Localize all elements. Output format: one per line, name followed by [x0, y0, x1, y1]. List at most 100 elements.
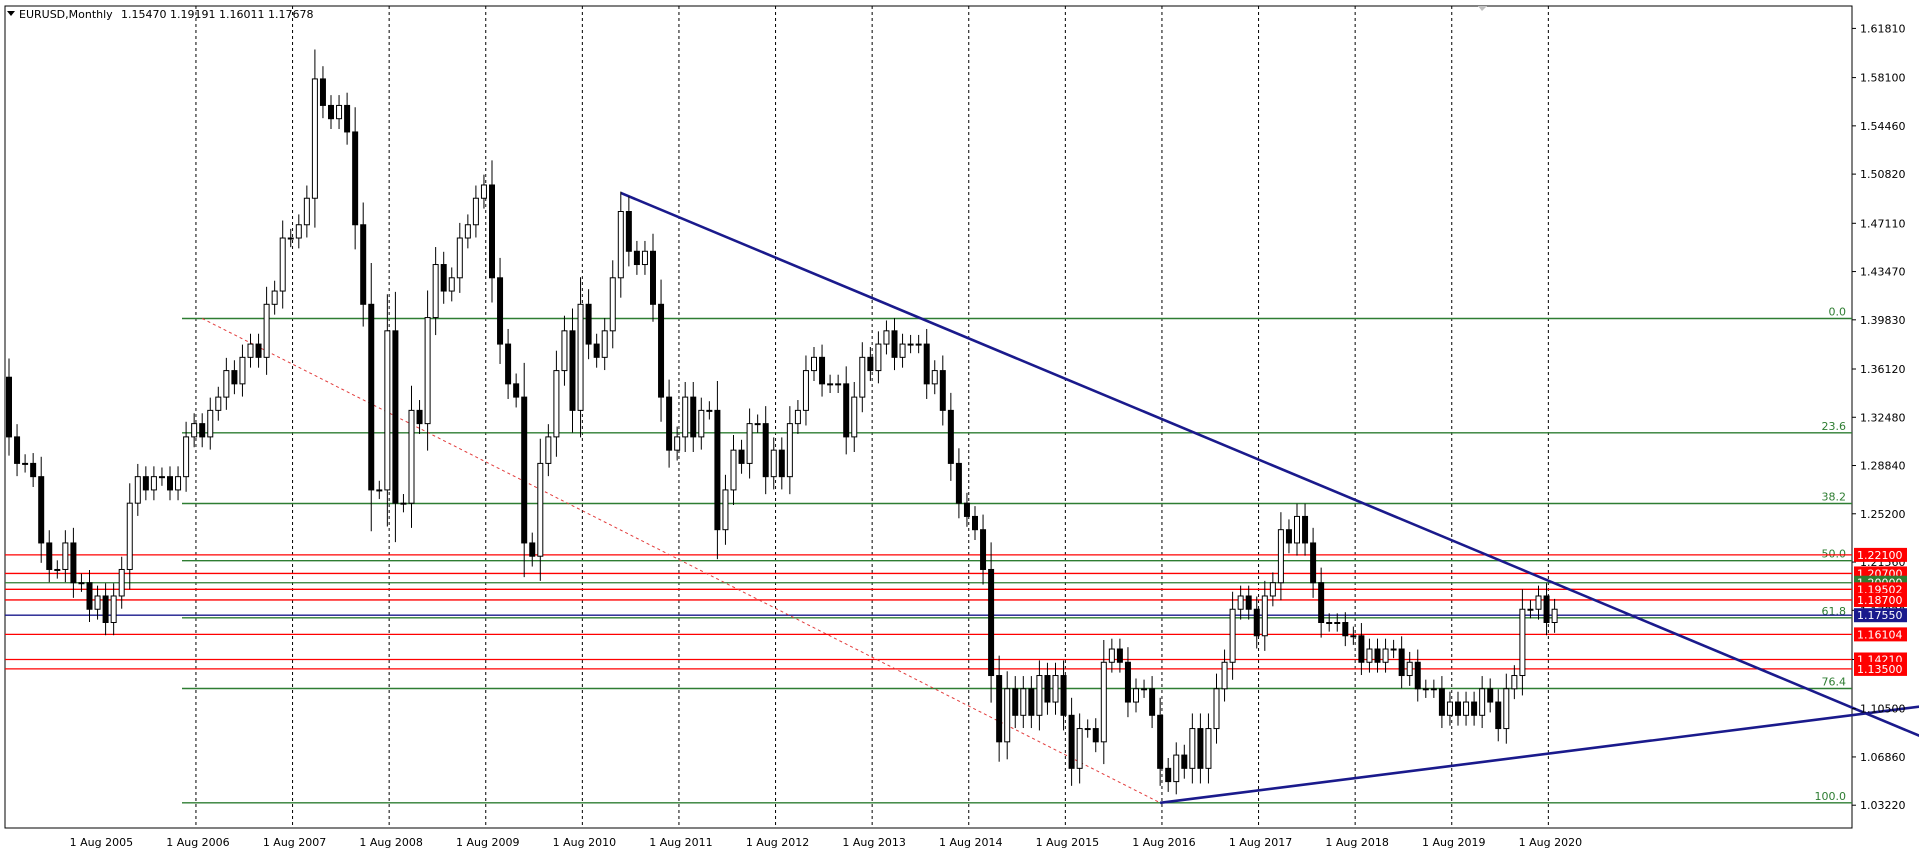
x-tick-label: 1 Aug 2018: [1325, 836, 1388, 849]
candle-body: [851, 396, 858, 438]
candle-body: [54, 568, 61, 571]
candle-body: [963, 502, 970, 517]
candle-body: [287, 237, 294, 240]
candle-body: [1551, 608, 1558, 624]
candle-body: [907, 343, 914, 346]
candle-body: [1334, 622, 1341, 624]
candle-body: [167, 476, 173, 491]
candle-body: [118, 568, 125, 597]
candle-body: [14, 436, 21, 464]
candle-body: [1310, 542, 1317, 584]
candle-body: [1221, 661, 1228, 690]
candle-body: [175, 476, 182, 491]
symbol-title: EURUSD,Monthly: [19, 8, 113, 21]
price-level-value: 1.13500: [1857, 663, 1903, 676]
candle-body: [126, 502, 133, 570]
price-level-tag: [1854, 661, 1907, 676]
candle-body: [1028, 688, 1035, 716]
ascending-trendline[interactable]: [1159, 697, 1919, 805]
plot-area: [4, 5, 1853, 829]
candle-body: [859, 356, 866, 398]
price-level-value: 1.22100: [1857, 549, 1903, 562]
candle-body: [416, 409, 423, 425]
candle-body: [311, 78, 318, 199]
candle-body: [1092, 728, 1099, 743]
candle-body: [939, 370, 946, 411]
candle-body: [392, 330, 399, 504]
candle-body: [738, 449, 745, 464]
candle-body: [263, 303, 270, 358]
candle-body: [1350, 635, 1357, 638]
candle-body: [408, 409, 415, 504]
candle-body: [472, 197, 479, 226]
price-level-tag: [1854, 592, 1907, 607]
x-tick-label: 1 Aug 2020: [1519, 836, 1582, 849]
y-tick-label: 1.47110: [1860, 217, 1906, 230]
candle-body: [303, 197, 310, 226]
x-tick-label: 1 Aug 2014: [939, 836, 1002, 849]
candle-body: [899, 343, 906, 358]
y-tick-label: 1.10500: [1860, 703, 1906, 716]
y-tick-label: 1.58100: [1860, 72, 1906, 85]
candle-body: [1479, 688, 1486, 716]
candle-body: [593, 343, 600, 358]
candle-body: [1245, 595, 1252, 610]
candle-body: [972, 515, 978, 531]
candle-body: [569, 330, 576, 411]
candle-body: [158, 476, 165, 479]
candle-body: [633, 250, 640, 266]
candle-body: [1149, 688, 1156, 716]
candle-body: [698, 409, 705, 438]
candle-body: [843, 383, 850, 438]
candle-body: [625, 211, 632, 252]
x-tick-label: 1 Aug 2015: [1036, 836, 1099, 849]
descending-trendline[interactable]: [620, 191, 1919, 768]
candle-body: [1277, 529, 1284, 584]
collapse-arrow-icon[interactable]: [7, 11, 15, 16]
candle-body: [553, 370, 560, 438]
scroll-marker-icon[interactable]: [1478, 6, 1487, 11]
candle-body: [577, 303, 584, 411]
candle-body: [883, 330, 890, 345]
candle-body: [1495, 701, 1502, 730]
candle-body: [609, 277, 616, 332]
candle-body: [1269, 582, 1276, 597]
price-level-value: 1.17550: [1857, 609, 1903, 622]
candle-body: [1543, 595, 1550, 624]
candle-body: [199, 423, 206, 438]
candle-body: [1390, 648, 1397, 651]
x-tick-label: 1 Aug 2006: [166, 836, 229, 849]
y-tick-label: 1.03220: [1860, 799, 1906, 812]
fib-level-label: 76.4: [1822, 676, 1847, 689]
candle-body: [1382, 648, 1389, 663]
candle-body: [134, 476, 141, 504]
candle-body: [1366, 648, 1373, 663]
x-tick-label: 1 Aug 2009: [456, 836, 519, 849]
candle-body: [1318, 582, 1325, 624]
candle-body: [658, 303, 665, 398]
candle-body: [432, 264, 439, 319]
candle-body: [1060, 675, 1067, 716]
candle-body: [1438, 688, 1445, 716]
candle-body: [641, 250, 648, 266]
candle-body: [1414, 661, 1421, 690]
x-tick-label: 1 Aug 2012: [746, 836, 809, 849]
candle-body: [279, 237, 286, 292]
candle-body: [1487, 688, 1494, 703]
candle-body: [521, 396, 528, 544]
x-tick-label: 1 Aug 2013: [842, 836, 905, 849]
candle-body: [215, 396, 222, 411]
candle-body: [690, 396, 697, 438]
candle-body: [319, 78, 326, 106]
price-level-value: 1.18700: [1857, 594, 1903, 607]
candle-body: [191, 423, 198, 438]
y-tick-label: 1.39830: [1860, 314, 1906, 327]
candle-body: [102, 595, 109, 624]
y-tick-label: 1.25200: [1860, 508, 1906, 521]
candle-body: [368, 303, 375, 491]
candle-body: [1237, 595, 1244, 610]
candle-body: [1076, 728, 1083, 769]
candle-body: [328, 104, 334, 120]
